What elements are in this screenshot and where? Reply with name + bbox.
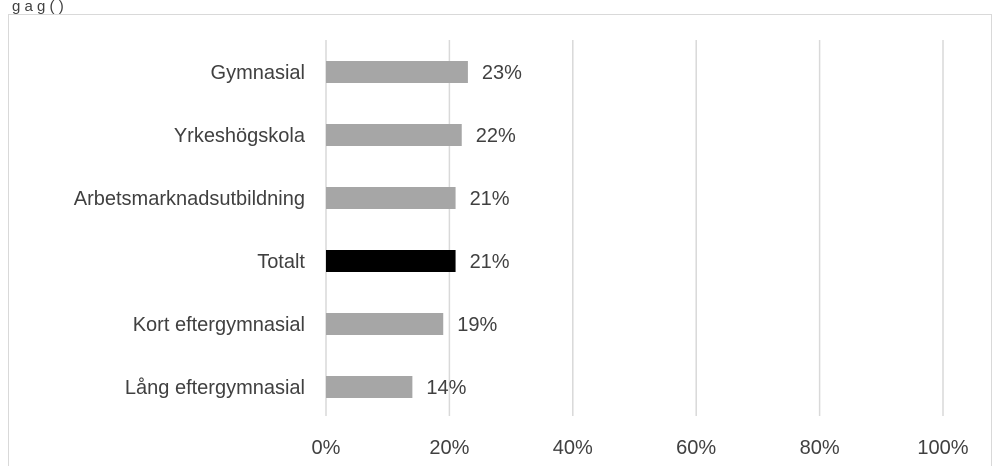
bars — [326, 61, 468, 398]
bar-kort-eftergymnasial — [326, 313, 444, 335]
data-label: 14% — [426, 377, 466, 399]
data-label: 23% — [482, 62, 522, 84]
data-label: 19% — [457, 314, 497, 336]
bar-lång-eftergymnasial — [326, 376, 413, 398]
bar-arbetsmarknadsutbildning — [326, 187, 456, 209]
labels: 0% 20% 40% 60% 80% 100% Gymnasial 23% Yrkeshögsk… — [74, 62, 969, 459]
x-tick-label: 80% — [800, 437, 840, 459]
category-label: Totalt — [257, 251, 305, 273]
x-tick-label: 20% — [429, 437, 469, 459]
data-label: 21% — [470, 188, 510, 210]
category-label: Arbetsmarknadsutbildning — [74, 188, 305, 210]
x-tick-label: 100% — [917, 437, 968, 459]
x-tick-label: 40% — [553, 437, 593, 459]
chart-header-fragment: g a g ( ) — [12, 0, 64, 15]
category-label: Kort eftergymnasial — [133, 314, 305, 336]
category-label: Yrkeshögskola — [174, 125, 306, 147]
x-tick-label: 0% — [312, 437, 341, 459]
bar-totalt — [326, 250, 456, 272]
gridlines — [325, 40, 944, 416]
category-label: Lång eftergymnasial — [125, 377, 305, 399]
bar-yrkeshögskola — [326, 124, 462, 146]
category-label: Gymnasial — [211, 62, 305, 84]
data-label: 22% — [476, 125, 516, 147]
bar-gymnasial — [326, 61, 468, 83]
data-label: 21% — [470, 251, 510, 273]
x-tick-label: 60% — [676, 437, 716, 459]
